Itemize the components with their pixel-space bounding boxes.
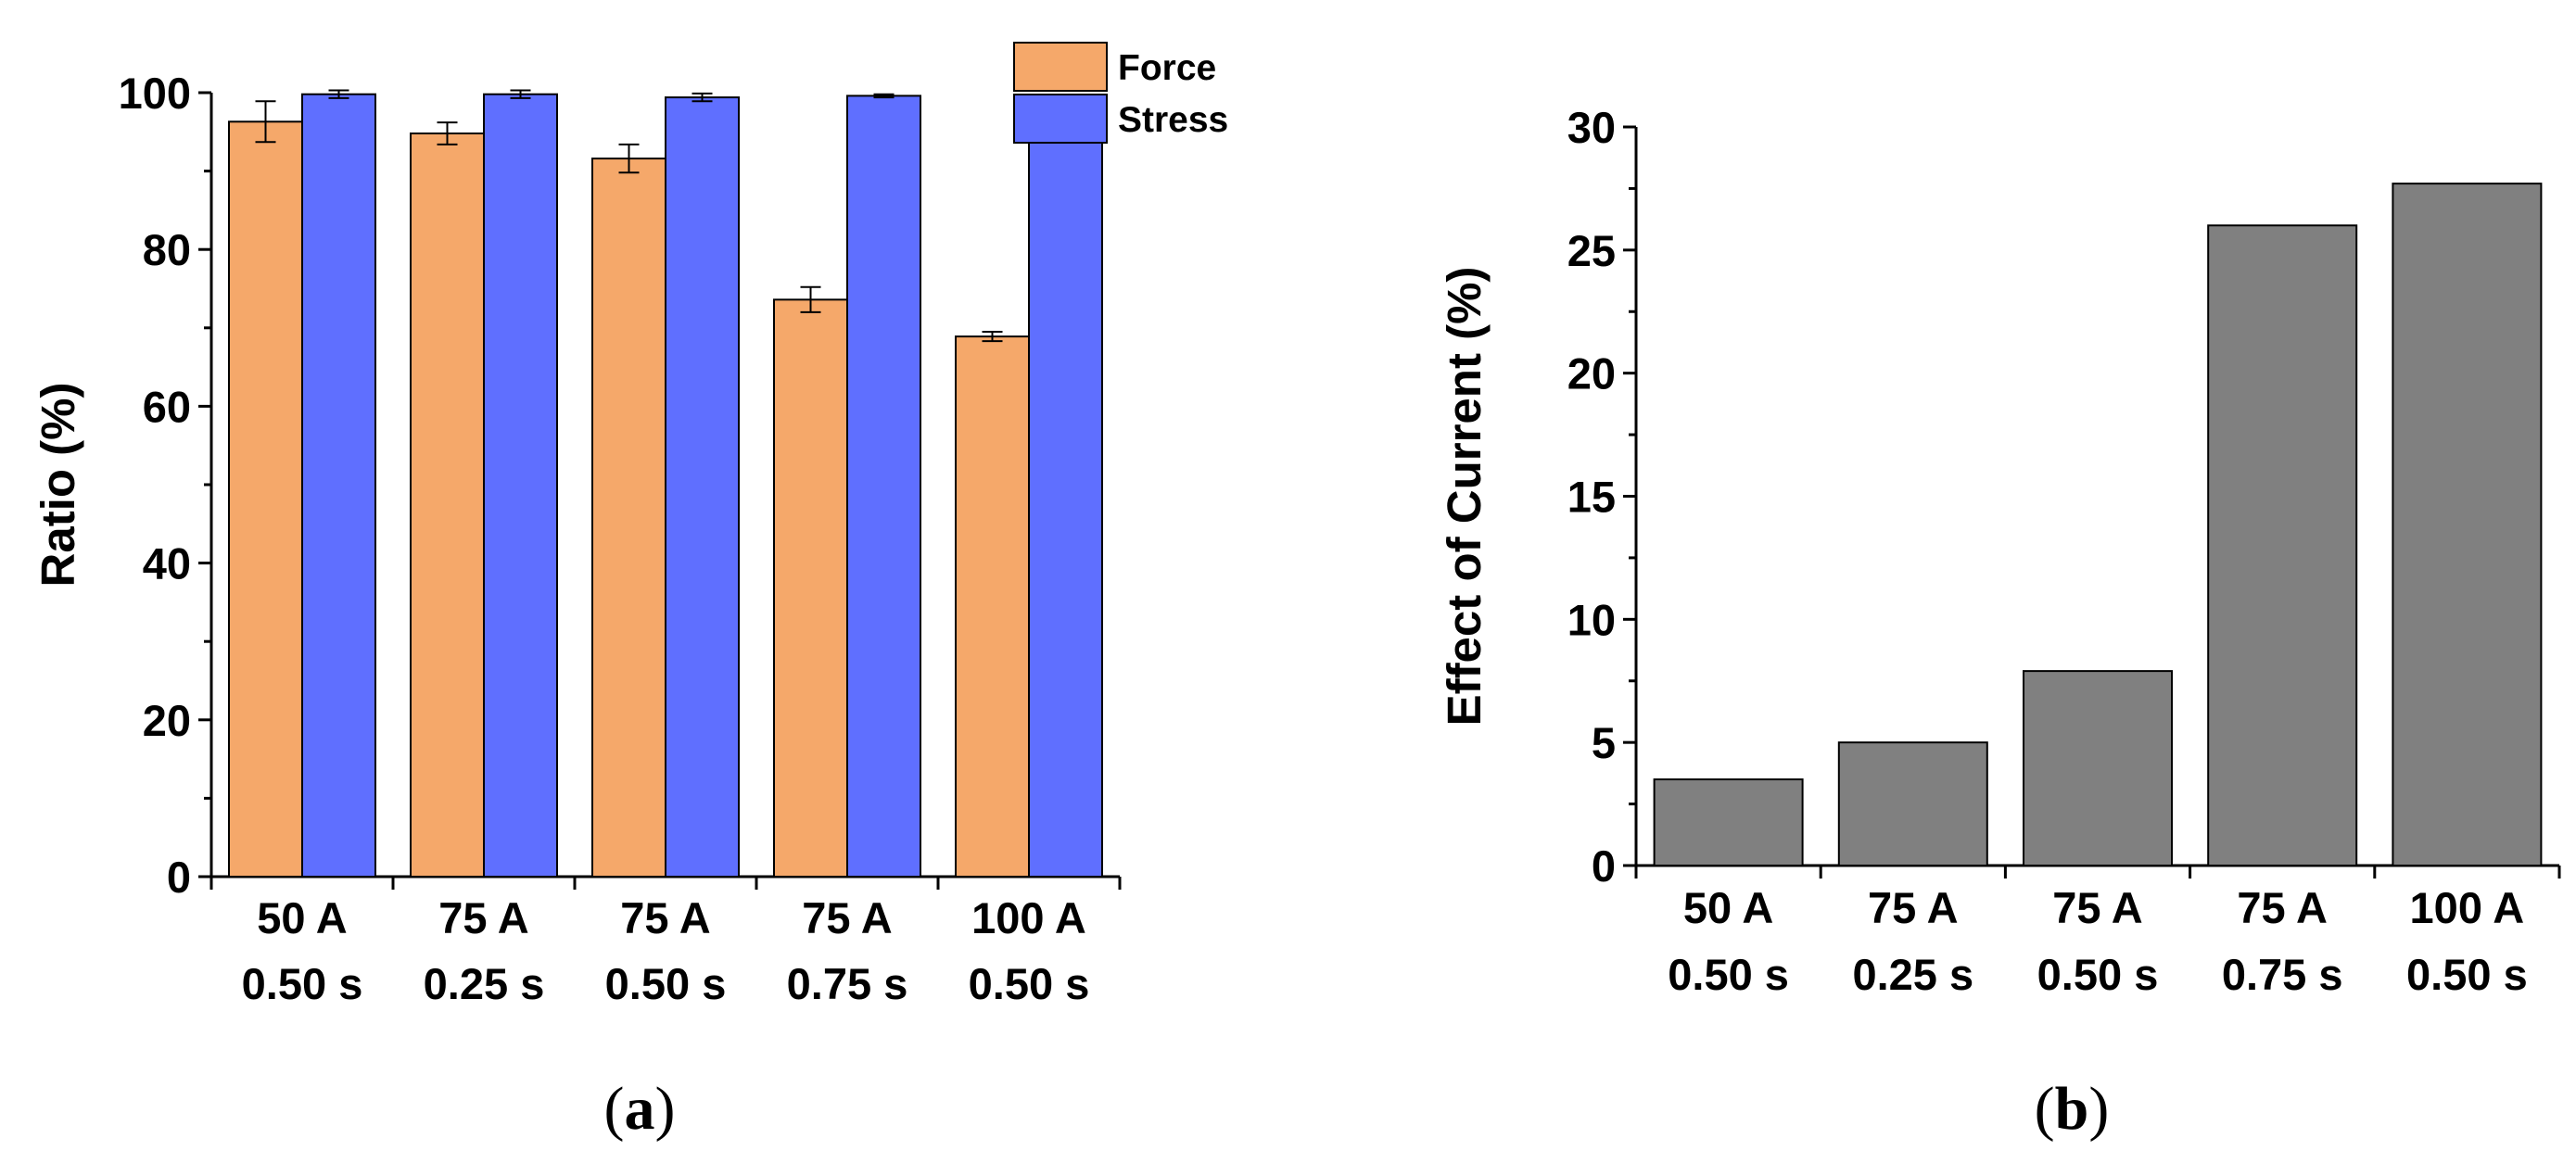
x-tick-label-a-line2: 0.25 s bbox=[424, 959, 545, 1008]
bar-force-5 bbox=[955, 335, 1030, 878]
legend-swatch-stress bbox=[1013, 94, 1108, 144]
legend-label-stress: Stress bbox=[1118, 100, 1228, 140]
x-tick-label-b-line2: 0.50 s bbox=[1668, 950, 1789, 999]
chart-a-ratio: 0 20 40 60 80 100 Ratio (%) 50 A 0.50 s 75 A 0.25 … bbox=[32, 42, 1228, 1008]
y-tick-label-a: 100 bbox=[119, 69, 191, 118]
x-tick-label-b-line1: 100 A bbox=[2410, 883, 2525, 932]
y-tick-label-b: 20 bbox=[1567, 349, 1616, 398]
bar-effect-5 bbox=[2392, 183, 2543, 866]
bar-stress-3 bbox=[665, 96, 740, 879]
x-tick-label-a-line1: 75 A bbox=[620, 893, 711, 942]
bar-stress-5 bbox=[1028, 118, 1103, 879]
legend-label-force: Force bbox=[1118, 48, 1216, 88]
y-tick-label-b: 10 bbox=[1567, 595, 1616, 644]
y-tick-label-b: 15 bbox=[1567, 473, 1616, 522]
bar-force-4 bbox=[773, 298, 848, 878]
y-axis-title-b: Effect of Current (%) bbox=[1438, 267, 1491, 727]
bar-force-2 bbox=[410, 132, 485, 878]
y-axis-title-a: Ratio (%) bbox=[32, 383, 84, 588]
y-tick-label-a: 20 bbox=[143, 696, 191, 745]
panel-label-b: (b) bbox=[2035, 1075, 2110, 1143]
x-tick-label-b-line1: 50 A bbox=[1683, 883, 1774, 932]
x-tick-label-a-line2: 0.75 s bbox=[787, 959, 908, 1008]
x-tick-label-b-line2: 0.25 s bbox=[1852, 950, 1973, 999]
bar-force-1 bbox=[228, 120, 303, 878]
bar-effect-4 bbox=[2207, 224, 2358, 866]
y-tick-label-a: 80 bbox=[143, 225, 191, 274]
legend-swatch-force bbox=[1013, 42, 1108, 92]
bar-stress-2 bbox=[483, 93, 558, 878]
y-tick-label-b: 30 bbox=[1567, 103, 1616, 152]
x-tick-label-a-line2: 0.50 s bbox=[242, 959, 363, 1008]
y-tick-label-b: 5 bbox=[1592, 718, 1616, 767]
bar-effect-2 bbox=[1837, 741, 1988, 867]
x-tick-label-b-line2: 0.50 s bbox=[2406, 950, 2528, 999]
x-tick-label-a-line1: 75 A bbox=[802, 893, 893, 942]
x-tick-label-a-line1: 50 A bbox=[257, 893, 348, 942]
bar-stress-1 bbox=[301, 93, 376, 878]
y-tick-label-b: 0 bbox=[1592, 841, 1616, 891]
bar-effect-3 bbox=[2023, 670, 2173, 867]
panel-label-a: (a) bbox=[604, 1075, 676, 1143]
x-tick-label-b-line1: 75 A bbox=[2052, 883, 2143, 932]
y-tick-label-a: 40 bbox=[143, 539, 191, 588]
x-tick-label-a-line2: 0.50 s bbox=[605, 959, 727, 1008]
y-tick-label-b: 25 bbox=[1567, 226, 1616, 275]
y-tick-label-a: 0 bbox=[167, 853, 191, 902]
x-tick-label-b-line1: 75 A bbox=[2237, 883, 2328, 932]
x-tick-label-b-line2: 0.75 s bbox=[2222, 950, 2343, 999]
x-tick-label-a-line1: 75 A bbox=[438, 893, 529, 942]
bar-effect-1 bbox=[1653, 778, 1804, 866]
x-tick-label-a-line2: 0.50 s bbox=[969, 959, 1090, 1008]
chart-b-effect-of-current: 0 5 10 15 20 25 30 Effect of Current (%) 50 A 0.5… bbox=[1438, 103, 2561, 999]
bar-force-3 bbox=[591, 158, 666, 878]
x-tick-label-b-line2: 0.50 s bbox=[2037, 950, 2159, 999]
x-tick-label-b-line1: 75 A bbox=[1868, 883, 1959, 932]
x-tick-label-a-line1: 100 A bbox=[971, 893, 1086, 942]
bar-stress-4 bbox=[846, 95, 921, 879]
y-tick-label-a: 60 bbox=[143, 382, 191, 431]
